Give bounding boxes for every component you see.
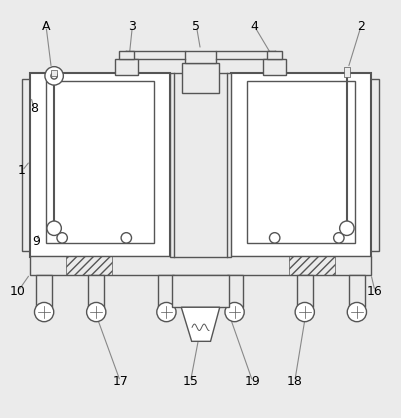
Bar <box>36 275 52 307</box>
Circle shape <box>34 303 54 322</box>
Circle shape <box>225 303 244 322</box>
Text: 19: 19 <box>245 375 261 388</box>
Bar <box>267 51 282 59</box>
Text: 17: 17 <box>112 375 128 388</box>
Bar <box>349 275 365 307</box>
Bar <box>344 66 350 76</box>
Bar <box>46 81 154 243</box>
Bar <box>170 73 231 257</box>
Text: 2: 2 <box>357 20 365 33</box>
Bar <box>370 79 379 251</box>
Text: 4: 4 <box>251 20 259 33</box>
Text: 8: 8 <box>30 102 38 115</box>
Text: 5: 5 <box>192 20 200 33</box>
Text: 16: 16 <box>367 285 383 298</box>
Bar <box>297 275 313 307</box>
Circle shape <box>269 233 280 243</box>
Circle shape <box>157 303 176 322</box>
Bar <box>227 275 243 307</box>
Bar <box>289 256 335 275</box>
Bar <box>115 59 138 75</box>
Bar <box>119 51 134 59</box>
Bar <box>185 51 216 63</box>
Polygon shape <box>181 307 220 342</box>
Circle shape <box>347 303 367 322</box>
Text: A: A <box>42 20 51 33</box>
Text: 15: 15 <box>182 375 198 388</box>
Circle shape <box>45 66 63 85</box>
Circle shape <box>47 221 61 235</box>
Text: 1: 1 <box>18 164 26 177</box>
Circle shape <box>334 233 344 243</box>
Text: 3: 3 <box>128 20 136 33</box>
Text: 9: 9 <box>32 234 40 247</box>
Circle shape <box>295 303 314 322</box>
Bar <box>263 59 286 75</box>
Bar <box>88 275 104 307</box>
Circle shape <box>121 233 132 243</box>
Circle shape <box>51 73 57 79</box>
Bar <box>182 63 219 93</box>
Bar <box>172 275 229 307</box>
Bar <box>66 256 112 275</box>
Bar <box>158 275 174 307</box>
Text: 10: 10 <box>10 285 26 298</box>
Bar <box>30 256 371 275</box>
Bar <box>30 73 170 257</box>
Bar <box>22 79 31 251</box>
Bar <box>51 70 57 76</box>
Circle shape <box>87 303 106 322</box>
Circle shape <box>340 221 354 235</box>
Text: 18: 18 <box>287 375 303 388</box>
Bar <box>231 73 371 257</box>
Circle shape <box>57 233 67 243</box>
Bar <box>247 81 355 243</box>
